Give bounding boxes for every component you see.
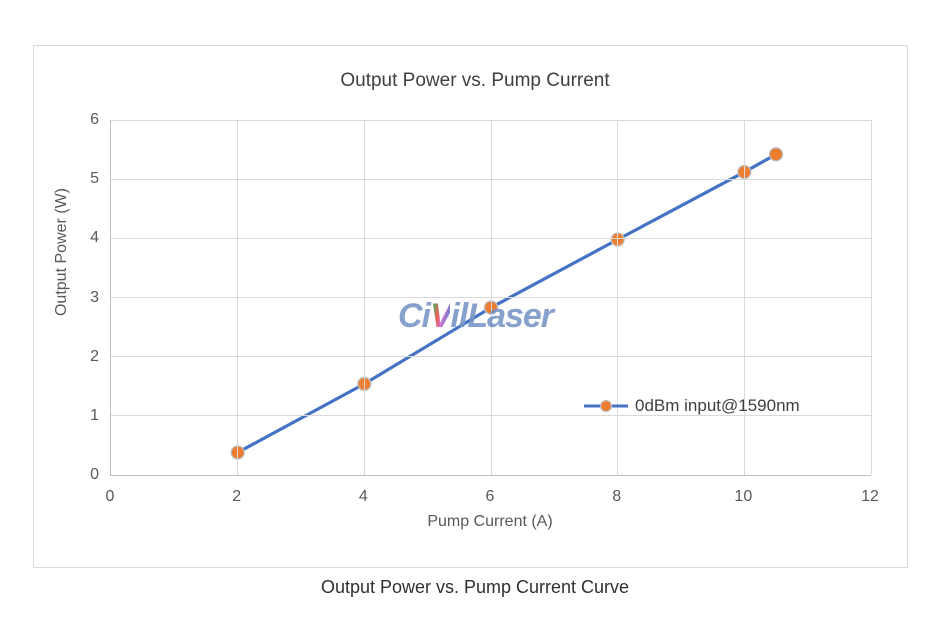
series-line-chart: [230, 147, 784, 460]
y-tick-label: 6: [90, 111, 99, 128]
gridline-horizontal: [111, 119, 871, 121]
chart-title: Output Power vs. Pump Current: [340, 70, 610, 91]
x-tick-label: 10: [734, 488, 753, 505]
y-tick-label: 3: [90, 288, 99, 306]
chart-caption: Output Power vs. Pump Current Curve: [320, 577, 630, 597]
x-tick-label: 2: [232, 488, 242, 505]
y-tick-label: 0: [90, 466, 99, 483]
watermark-text-right: ilLaser: [450, 297, 554, 335]
x-tick-label: 12: [861, 488, 879, 505]
x-tick-label: 8: [612, 488, 622, 505]
data-point-marker: [768, 147, 784, 162]
x-tick-label: 6: [485, 488, 495, 505]
y-tick-label: 5: [90, 170, 99, 188]
x-axis-title: Pump Current (A): [427, 513, 553, 530]
legend-marker-icon: [584, 399, 628, 413]
y-tick-label: 4: [90, 229, 99, 247]
watermark-rainbow-v: V: [430, 297, 451, 335]
y-tick-label: 1: [90, 406, 99, 424]
x-tick-label: 0: [105, 488, 115, 505]
chart-border-box: [33, 45, 908, 568]
gridline-horizontal: [111, 415, 871, 417]
gridline-horizontal: [111, 356, 871, 358]
y-tick-label: 2: [90, 347, 99, 365]
watermark-logo: CiVilLaser: [398, 297, 554, 336]
legend-label: 0dBm input@1590nm: [635, 396, 800, 415]
gridline-horizontal: [111, 237, 871, 239]
x-tick-label: 4: [358, 488, 368, 505]
gridline-horizontal: [111, 297, 871, 298]
gridline-vertical: [870, 120, 872, 475]
legend: 0dBm input@1590nm: [583, 396, 800, 416]
watermark-text-left: Ci: [398, 297, 431, 335]
gridline-horizontal: [111, 178, 871, 180]
plot-area: [110, 119, 872, 476]
